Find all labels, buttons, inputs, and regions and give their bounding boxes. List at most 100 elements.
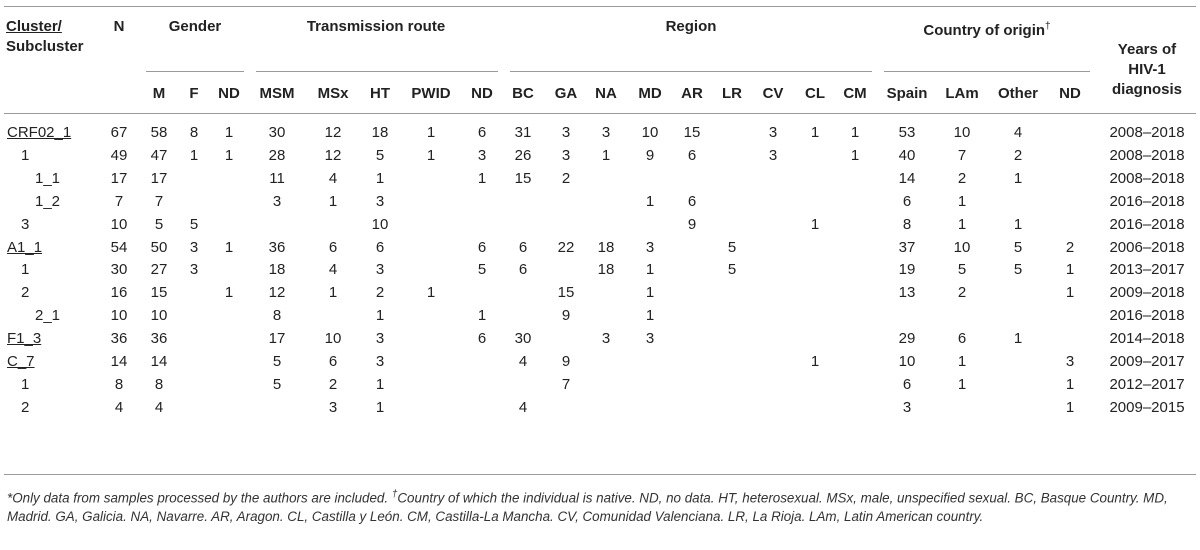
table-cell: 10 (641, 124, 659, 141)
country-group-rule (884, 71, 1090, 72)
table-cell: 37 (898, 238, 916, 256)
table-cell: 15 (557, 284, 575, 302)
table-cell: 10 (953, 238, 971, 256)
table-cell: 36 (150, 330, 168, 348)
cell-years: 2008–2018 (1109, 146, 1185, 164)
table-cell: 17 (150, 169, 168, 187)
table-cell: 1 (328, 284, 338, 302)
table-cell: 1 (850, 124, 860, 141)
row-label: F1_3 (7, 330, 42, 348)
table-cell: 14 (110, 353, 128, 370)
table-cell: 2 (375, 284, 385, 302)
cell-years: 2008–2018 (1109, 169, 1185, 187)
header-country-label: Country of origin (923, 22, 1046, 39)
header-years-line2: HIV-1 (1128, 61, 1166, 78)
row-label: A1_1 (7, 238, 43, 256)
row-label: 1 (21, 261, 30, 279)
table-cell: 14 (898, 169, 916, 187)
table-cell: 47 (150, 146, 168, 164)
subheader-8: ND (471, 85, 493, 102)
table-cell: 8 (902, 215, 912, 233)
cell-years: 2008–2018 (1109, 124, 1185, 141)
table-cell: 13 (898, 284, 916, 302)
table-cell: 22 (557, 238, 575, 256)
table-cell: 29 (898, 330, 916, 348)
table-cell: 1 (810, 124, 820, 141)
cell-years: 2009–2015 (1109, 398, 1185, 416)
table-cell: 1 (1013, 330, 1023, 348)
header-cluster: Cluster/ Subcluster (6, 17, 84, 57)
table-cell: 7 (561, 375, 571, 393)
table-cell: 6 (328, 353, 338, 370)
table-cell: 3 (375, 261, 385, 279)
subheader-21: ND (1059, 85, 1081, 102)
subheader-10: GA (554, 85, 578, 102)
header-years: Years of HIV-1 diagnosis (1112, 40, 1182, 100)
table-cell: 16 (110, 284, 128, 302)
table-cell: 3 (768, 146, 778, 164)
table-cell: 3 (477, 146, 487, 164)
table-cell: 4 (1013, 124, 1023, 141)
table-cell: 3 (601, 124, 611, 141)
cell-years: 2014–2018 (1109, 330, 1185, 348)
row-label: 1 (21, 375, 30, 393)
table-cell: 1 (810, 353, 820, 370)
table-cell: 1 (1065, 398, 1075, 416)
table-footnote: *Only data from samples processed by the… (7, 485, 1195, 526)
table-cell: 6 (957, 330, 967, 348)
table-cell: 5 (1013, 261, 1023, 279)
table-cell: 3 (645, 330, 655, 348)
table-cell: 4 (328, 261, 338, 279)
table-cell: 6 (902, 192, 912, 210)
header-years-line1: Years of (1117, 41, 1177, 58)
subheader-20: Other (997, 85, 1039, 102)
table-cell: 4 (328, 169, 338, 187)
table-cell: 3 (1065, 353, 1075, 370)
table-cell: 2 (1013, 146, 1023, 164)
table-cell: 1 (375, 398, 385, 416)
table-cell: 6 (518, 238, 528, 256)
table-cell: 5 (477, 261, 487, 279)
footnote-mark-asterisk: * (7, 490, 13, 506)
table-cell: 1 (957, 375, 967, 393)
table-cell: 18 (371, 124, 389, 141)
subheader-14: LR (722, 85, 742, 102)
table-cell: 1 (850, 146, 860, 164)
table-cell: 5 (1013, 238, 1023, 256)
transmission-group-rule (256, 71, 498, 72)
cell-years: 2012–2017 (1109, 375, 1185, 393)
table-cell: 3 (375, 192, 385, 210)
table-cell: 9 (645, 146, 655, 164)
table-cell: 10 (324, 330, 342, 348)
table-cell: 1 (477, 307, 487, 325)
table-cell: 1 (328, 192, 338, 210)
cell-years: 2016–2018 (1109, 192, 1185, 210)
subheader-15: CV (762, 85, 784, 102)
subheader-9: BC (512, 85, 534, 102)
footnote-text-2: Country of which the individual is nativ… (7, 490, 1168, 525)
table-cell: 6 (687, 192, 697, 210)
table-cell: 12 (324, 146, 342, 164)
table-cell: 12 (324, 124, 342, 141)
subheader-3: ND (218, 85, 240, 102)
table-cell: 5 (272, 375, 282, 393)
table-cell: 3 (189, 261, 199, 279)
table-cell: 17 (110, 169, 128, 187)
table-cell: 2 (561, 169, 571, 187)
table-cell: 1 (645, 261, 655, 279)
table-cell: 1 (426, 124, 436, 141)
row-label: 1_1 (35, 169, 61, 187)
table-cell: 5 (272, 353, 282, 370)
table-cell: 36 (110, 330, 128, 348)
subheader-2: F (189, 85, 199, 102)
table-cell: 9 (561, 353, 571, 370)
cell-years: 2016–2018 (1109, 215, 1185, 233)
table-cell: 1 (957, 215, 967, 233)
table-cell: 49 (110, 146, 128, 164)
table-cell: 15 (683, 124, 701, 141)
table-cell: 2 (957, 169, 967, 187)
table-cell: 1 (645, 284, 655, 302)
table-cell: 40 (898, 146, 916, 164)
header-cluster-line2: Subcluster (6, 38, 84, 55)
table-cell: 7 (957, 146, 967, 164)
